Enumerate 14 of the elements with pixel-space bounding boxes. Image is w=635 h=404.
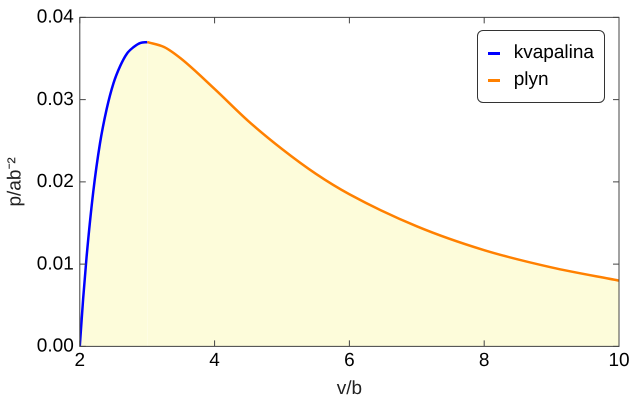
x-tick-label: 10 [608, 350, 630, 372]
x-tick-label: 6 [344, 350, 355, 372]
x-tick-label: 2 [74, 350, 86, 372]
y-tick-label: 0.01 [36, 253, 74, 274]
y-tick-label: 0.02 [36, 171, 74, 192]
y-tick-label: 0.04 [36, 6, 74, 28]
x-tick-label: 8 [478, 350, 490, 372]
legend-label: plyn [514, 69, 549, 91]
x-tick-label: 4 [209, 350, 220, 372]
legend-label: kvapalina [514, 42, 594, 64]
y-axis-title: p/ab⁻² [4, 157, 26, 207]
y-tick-label: 0.00 [36, 336, 74, 357]
y-tick-label: 0.03 [36, 88, 74, 110]
x-axis-title: v/b [336, 378, 362, 399]
